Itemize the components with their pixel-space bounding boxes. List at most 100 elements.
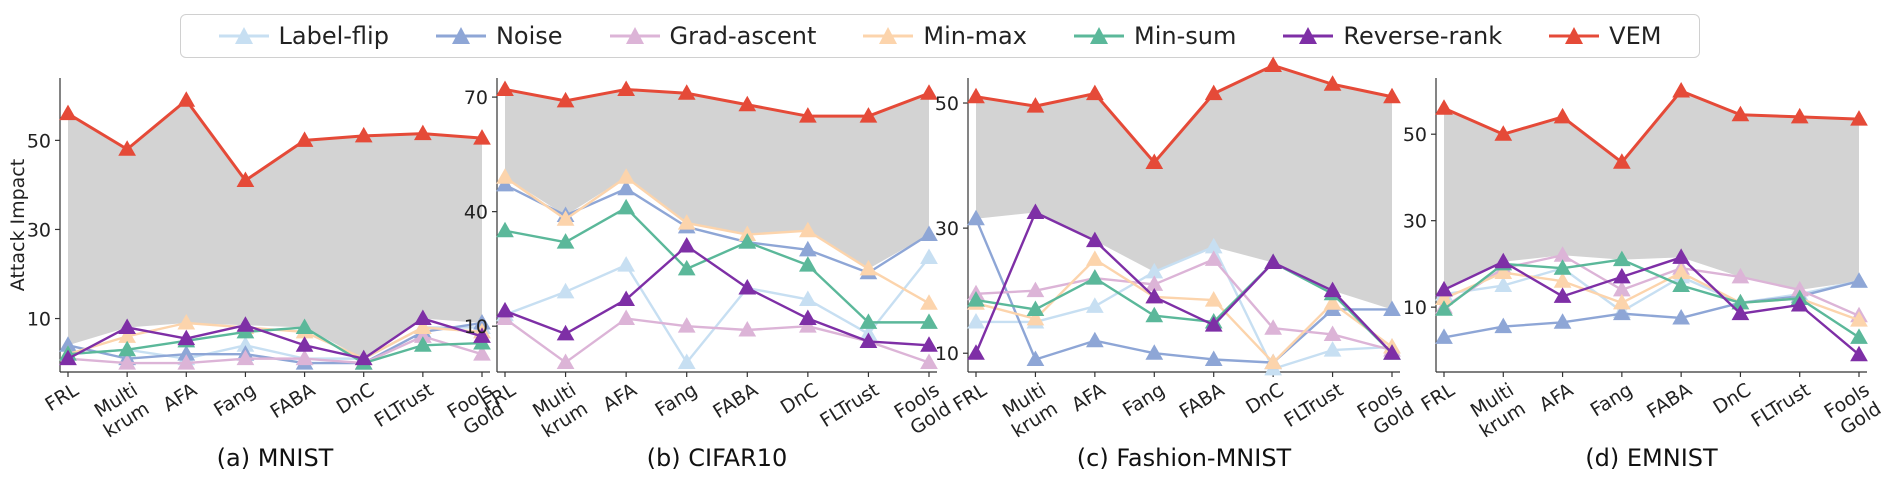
shaded-region — [505, 89, 929, 269]
x-tick-label-frl: FRL — [41, 379, 82, 416]
x-tick-label-line: FABA — [267, 379, 320, 423]
y-tick-label: 30 — [27, 219, 51, 241]
x-tick-label-line: FABA — [1176, 379, 1229, 423]
x-tick-label-frl: FRL — [1417, 379, 1458, 416]
point-min-max — [1494, 263, 1513, 280]
series-line-min-max — [504, 176, 930, 305]
series-line-label-flip — [504, 256, 930, 364]
point-vem — [354, 126, 373, 143]
point-grad-ascent — [556, 353, 575, 369]
point-reverse-rank — [556, 324, 575, 341]
series-line-reverse-rank — [974, 211, 1393, 355]
x-tick-label-line: Fang — [1119, 379, 1169, 421]
series-line-noise — [1443, 280, 1860, 339]
panel-caption: (b) CIFAR10 — [647, 444, 788, 472]
legend-label: Min-sum — [1133, 22, 1237, 50]
x-tick-label-fang: Fang — [1119, 379, 1169, 421]
x-tick-label-line: AFA — [159, 379, 200, 416]
point-reverse-rank — [920, 336, 938, 352]
point-vem — [118, 140, 137, 156]
point-min-sum — [1085, 269, 1104, 285]
series-line-grad-ascent — [67, 335, 483, 365]
point-noise — [1435, 328, 1453, 344]
x-tick-label-multi-krum: Multikrum — [1464, 379, 1529, 442]
point-min-max — [798, 221, 817, 238]
series-line-vem — [504, 87, 930, 118]
point-min-sum — [617, 198, 636, 215]
point-min-sum — [920, 313, 938, 329]
panel-caption: (c) Fashion-MNIST — [1077, 444, 1292, 472]
x-tick-label-faba: FABA — [1643, 379, 1696, 423]
x-tick-label-multi-krum: Multikrum — [527, 379, 592, 442]
point-grad-ascent — [236, 349, 255, 366]
x-tick-label-faba: FABA — [1176, 379, 1229, 423]
series-line-reverse-rank — [1443, 256, 1860, 356]
series-line-noise — [974, 218, 1392, 364]
point-min-max — [1553, 272, 1572, 288]
point-label-flip — [617, 256, 636, 272]
point-reverse-rank — [1850, 345, 1868, 362]
point-reverse-rank — [1435, 280, 1453, 297]
point-grad-ascent — [1204, 250, 1223, 266]
point-reverse-rank — [118, 318, 137, 334]
y-tick-label: 10 — [464, 316, 488, 338]
point-vem — [1850, 110, 1868, 126]
point-vem — [1323, 75, 1342, 91]
x-tick-label-fltrust: FLTrust — [816, 379, 883, 432]
min-sum-marker-icon — [1073, 27, 1124, 44]
point-label-flip — [556, 282, 575, 299]
grad-ascent-marker-icon — [609, 27, 660, 44]
point-min-max — [859, 259, 878, 276]
shaded-region — [68, 100, 482, 359]
point-vem — [617, 80, 636, 96]
y-axis-label: Attack Impact — [7, 159, 29, 291]
point-min-sum — [1145, 306, 1164, 323]
point-min-max — [1026, 309, 1045, 326]
point-label-flip — [1323, 341, 1342, 357]
point-min-max — [617, 168, 636, 184]
point-reverse-rank — [859, 332, 878, 348]
noise-marker-icon — [435, 27, 486, 44]
point-min-sum — [738, 233, 757, 249]
point-min-sum — [798, 256, 817, 272]
y-tick-label: 30 — [935, 218, 959, 240]
point-vem — [920, 84, 938, 100]
x-tick-label-fltrust: FLTrust — [1747, 379, 1814, 432]
legend-item-reverse-rank: Reverse-rank — [1283, 22, 1502, 50]
point-min-max — [1612, 293, 1631, 310]
point-label-flip — [798, 290, 817, 306]
x-tick-label-faba: FABA — [267, 379, 320, 423]
point-min-sum — [677, 259, 696, 276]
point-min-sum — [1612, 250, 1631, 267]
x-tick-label-fltrust: FLTrust — [1280, 379, 1347, 432]
point-reverse-rank — [473, 327, 491, 343]
point-vem — [1145, 153, 1164, 169]
point-grad-ascent — [1264, 319, 1283, 335]
point-grad-ascent — [920, 353, 938, 369]
point-vem — [1790, 107, 1809, 124]
point-noise — [967, 209, 985, 226]
x-tick-label-fools-gold: FoolsGold — [1821, 379, 1886, 442]
x-tick-label-fools-gold: FoolsGold — [1354, 379, 1419, 442]
point-reverse-rank — [677, 236, 696, 253]
point-label-flip — [967, 312, 985, 329]
point-reverse-rank — [1026, 203, 1045, 219]
point-noise — [1850, 272, 1868, 288]
series-line-min-sum — [67, 326, 483, 365]
point-min-sum — [1435, 300, 1453, 316]
point-vem — [496, 80, 514, 96]
point-reverse-rank — [1790, 295, 1809, 312]
x-tick-label-line: FLTrust — [371, 379, 438, 432]
series-line-reverse-rank — [67, 317, 483, 360]
point-vem — [738, 95, 757, 112]
point-reverse-rank — [1494, 252, 1513, 269]
point-label-flip — [677, 353, 696, 369]
series-line-grad-ascent — [1443, 254, 1860, 317]
series-line-vem — [67, 98, 483, 182]
point-vem — [236, 171, 255, 187]
x-tick-label-line: FABA — [1643, 379, 1696, 423]
point-reverse-rank — [1383, 344, 1401, 360]
point-grad-ascent — [738, 320, 757, 337]
point-vem — [798, 107, 817, 123]
